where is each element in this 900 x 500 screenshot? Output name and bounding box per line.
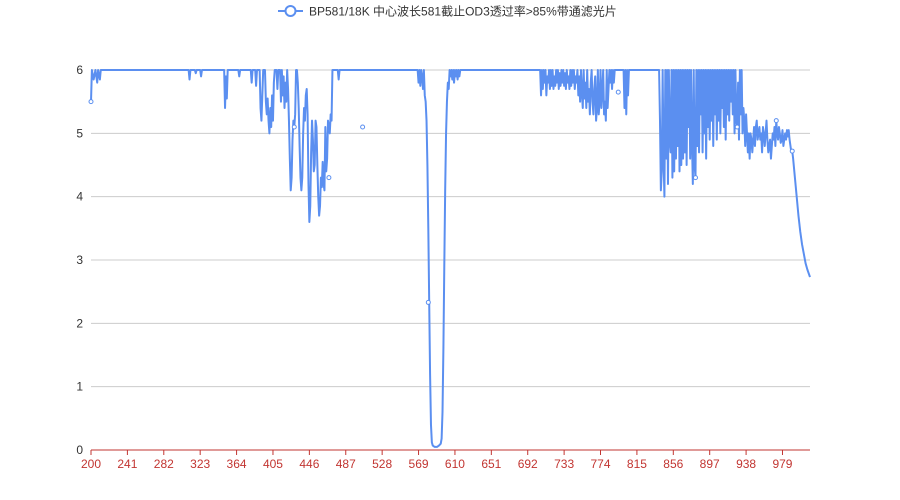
x-tick-label: 446 (299, 457, 319, 471)
y-tick-label: 2 (76, 316, 83, 330)
x-tick-label: 815 (627, 457, 647, 471)
x-tick-label: 733 (554, 457, 574, 471)
series-line (90, 69, 811, 448)
x-tick-label: 323 (190, 457, 210, 471)
series-layer (88, 69, 811, 448)
x-tick-label: 651 (481, 457, 501, 471)
y-tick-label: 5 (76, 126, 83, 140)
data-point-marker[interactable] (291, 124, 297, 130)
x-tick-label: 610 (445, 457, 465, 471)
legend[interactable]: BP581/18K 中心波长581截止OD3透过率>85%带通滤光片 (278, 4, 617, 19)
y-tick-label: 1 (76, 380, 83, 394)
x-tick-label: 282 (154, 457, 174, 471)
x-axis: 200 241 282 323 364 405 446 487 528 569 610 651 692 7… (81, 449, 810, 471)
legend-marker-icon (284, 5, 297, 17)
data-point-marker[interactable] (734, 124, 740, 130)
x-tick-label: 569 (409, 457, 429, 471)
x-tick-label: 364 (227, 457, 247, 471)
data-point-marker[interactable] (326, 175, 332, 181)
x-tick-label: 692 (518, 457, 538, 471)
x-tick-label: 938 (736, 457, 756, 471)
x-tick-label: 405 (263, 457, 283, 471)
x-tick-label: 487 (336, 457, 356, 471)
data-point-marker[interactable] (360, 124, 366, 130)
data-point-marker[interactable] (615, 89, 621, 95)
data-point-marker[interactable] (88, 99, 94, 105)
y-tick-label: 6 (76, 63, 83, 77)
legend-label: BP581/18K 中心波长581截止OD3透过率>85%带通滤光片 (309, 4, 617, 19)
x-tick-label: 774 (590, 457, 610, 471)
data-point-marker[interactable] (773, 118, 779, 124)
x-tick-label: 200 (81, 457, 101, 471)
x-tick-label: 528 (372, 457, 392, 471)
data-point-marker[interactable] (692, 175, 698, 181)
y-tick-label: 3 (76, 253, 83, 267)
y-tick-label: 0 (76, 443, 83, 457)
data-point-marker[interactable] (789, 148, 795, 154)
x-tick-label: 897 (700, 457, 720, 471)
x-tick-label: 241 (117, 457, 137, 471)
data-point-marker[interactable] (425, 299, 431, 305)
y-tick-label: 4 (76, 190, 83, 204)
x-tick-label: 856 (663, 457, 683, 471)
y-axis: 0 1 2 3 4 5 6 (76, 63, 83, 457)
x-tick-label: 979 (772, 457, 792, 471)
